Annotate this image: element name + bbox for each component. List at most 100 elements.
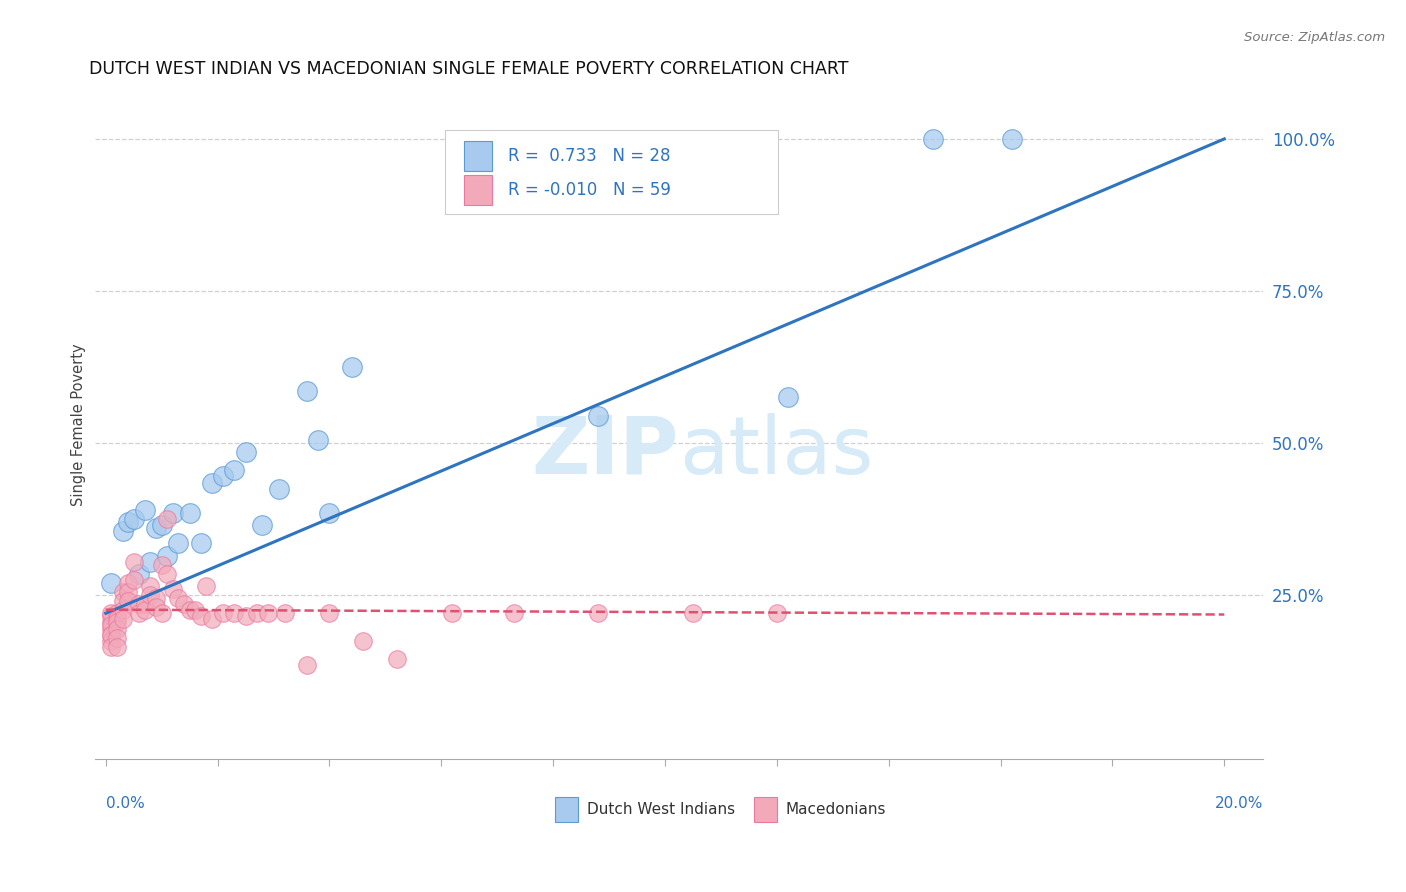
Point bbox=[1001, 132, 1024, 146]
Point bbox=[100, 627, 122, 641]
Point bbox=[105, 615, 128, 630]
FancyBboxPatch shape bbox=[555, 797, 578, 822]
Point bbox=[352, 633, 374, 648]
Point bbox=[173, 597, 195, 611]
FancyBboxPatch shape bbox=[446, 130, 779, 214]
Point bbox=[201, 475, 224, 490]
Point bbox=[100, 633, 122, 648]
Text: atlas: atlas bbox=[679, 412, 873, 491]
Point bbox=[145, 600, 167, 615]
Point bbox=[269, 482, 291, 496]
Point bbox=[100, 575, 122, 590]
Point bbox=[162, 506, 184, 520]
Text: ZIP: ZIP bbox=[531, 412, 679, 491]
Point bbox=[167, 536, 190, 550]
Point bbox=[586, 607, 609, 621]
Point bbox=[139, 588, 162, 602]
Point bbox=[586, 409, 609, 423]
Point bbox=[307, 433, 329, 447]
Point bbox=[150, 518, 173, 533]
Point bbox=[139, 555, 162, 569]
Point bbox=[122, 573, 145, 587]
Point bbox=[682, 607, 704, 621]
Point bbox=[167, 591, 190, 606]
Point bbox=[111, 603, 134, 617]
Point bbox=[235, 609, 257, 624]
Point bbox=[100, 607, 122, 621]
Point bbox=[128, 597, 150, 611]
Point bbox=[224, 463, 246, 477]
Point bbox=[100, 618, 122, 632]
Point bbox=[134, 503, 156, 517]
Point bbox=[117, 575, 139, 590]
Text: Macedonians: Macedonians bbox=[786, 802, 886, 817]
Point bbox=[224, 607, 246, 621]
Point bbox=[105, 631, 128, 645]
Point bbox=[139, 579, 162, 593]
Point bbox=[235, 445, 257, 459]
FancyBboxPatch shape bbox=[464, 175, 492, 204]
Text: R =  0.733   N = 28: R = 0.733 N = 28 bbox=[509, 147, 671, 165]
Y-axis label: Single Female Poverty: Single Female Poverty bbox=[72, 343, 86, 506]
Point bbox=[340, 359, 363, 374]
Point bbox=[145, 521, 167, 535]
Point bbox=[295, 658, 318, 673]
Point bbox=[776, 391, 799, 405]
Point bbox=[105, 607, 128, 621]
Point bbox=[246, 607, 269, 621]
Point bbox=[150, 607, 173, 621]
Point bbox=[922, 132, 945, 146]
Point bbox=[385, 652, 408, 666]
Point bbox=[503, 607, 526, 621]
Point bbox=[195, 579, 218, 593]
Point bbox=[134, 597, 156, 611]
Point bbox=[128, 566, 150, 581]
Point bbox=[179, 603, 201, 617]
Point bbox=[117, 594, 139, 608]
Point bbox=[318, 607, 340, 621]
Point bbox=[156, 566, 179, 581]
Text: Source: ZipAtlas.com: Source: ZipAtlas.com bbox=[1244, 31, 1385, 45]
Point bbox=[100, 615, 122, 630]
Text: Dutch West Indians: Dutch West Indians bbox=[586, 802, 735, 817]
Point bbox=[257, 607, 280, 621]
Point bbox=[117, 515, 139, 529]
Point bbox=[111, 612, 134, 626]
Point bbox=[105, 622, 128, 636]
Point bbox=[105, 612, 128, 626]
Point bbox=[190, 609, 212, 624]
Point bbox=[150, 558, 173, 572]
Text: DUTCH WEST INDIAN VS MACEDONIAN SINGLE FEMALE POVERTY CORRELATION CHART: DUTCH WEST INDIAN VS MACEDONIAN SINGLE F… bbox=[89, 60, 848, 78]
Point bbox=[156, 512, 179, 526]
Point bbox=[117, 585, 139, 599]
Point bbox=[100, 640, 122, 654]
Point bbox=[134, 603, 156, 617]
Point bbox=[145, 591, 167, 606]
Point bbox=[100, 622, 122, 636]
Point bbox=[179, 506, 201, 520]
Point bbox=[156, 549, 179, 563]
Point bbox=[122, 512, 145, 526]
Point bbox=[105, 640, 128, 654]
FancyBboxPatch shape bbox=[464, 141, 492, 170]
Point bbox=[122, 555, 145, 569]
Text: 0.0%: 0.0% bbox=[105, 796, 145, 811]
Point bbox=[184, 603, 207, 617]
Text: 20.0%: 20.0% bbox=[1215, 796, 1264, 811]
Point bbox=[190, 536, 212, 550]
Point bbox=[274, 607, 297, 621]
Point bbox=[111, 524, 134, 539]
Point bbox=[111, 585, 134, 599]
Point bbox=[318, 506, 340, 520]
Point bbox=[100, 627, 122, 641]
Point bbox=[201, 612, 224, 626]
Point bbox=[162, 582, 184, 596]
Point bbox=[212, 607, 235, 621]
Point bbox=[128, 607, 150, 621]
Text: R = -0.010   N = 59: R = -0.010 N = 59 bbox=[509, 181, 671, 199]
FancyBboxPatch shape bbox=[754, 797, 778, 822]
Point bbox=[111, 594, 134, 608]
Point bbox=[212, 469, 235, 483]
Point bbox=[766, 607, 789, 621]
Point bbox=[295, 384, 318, 399]
